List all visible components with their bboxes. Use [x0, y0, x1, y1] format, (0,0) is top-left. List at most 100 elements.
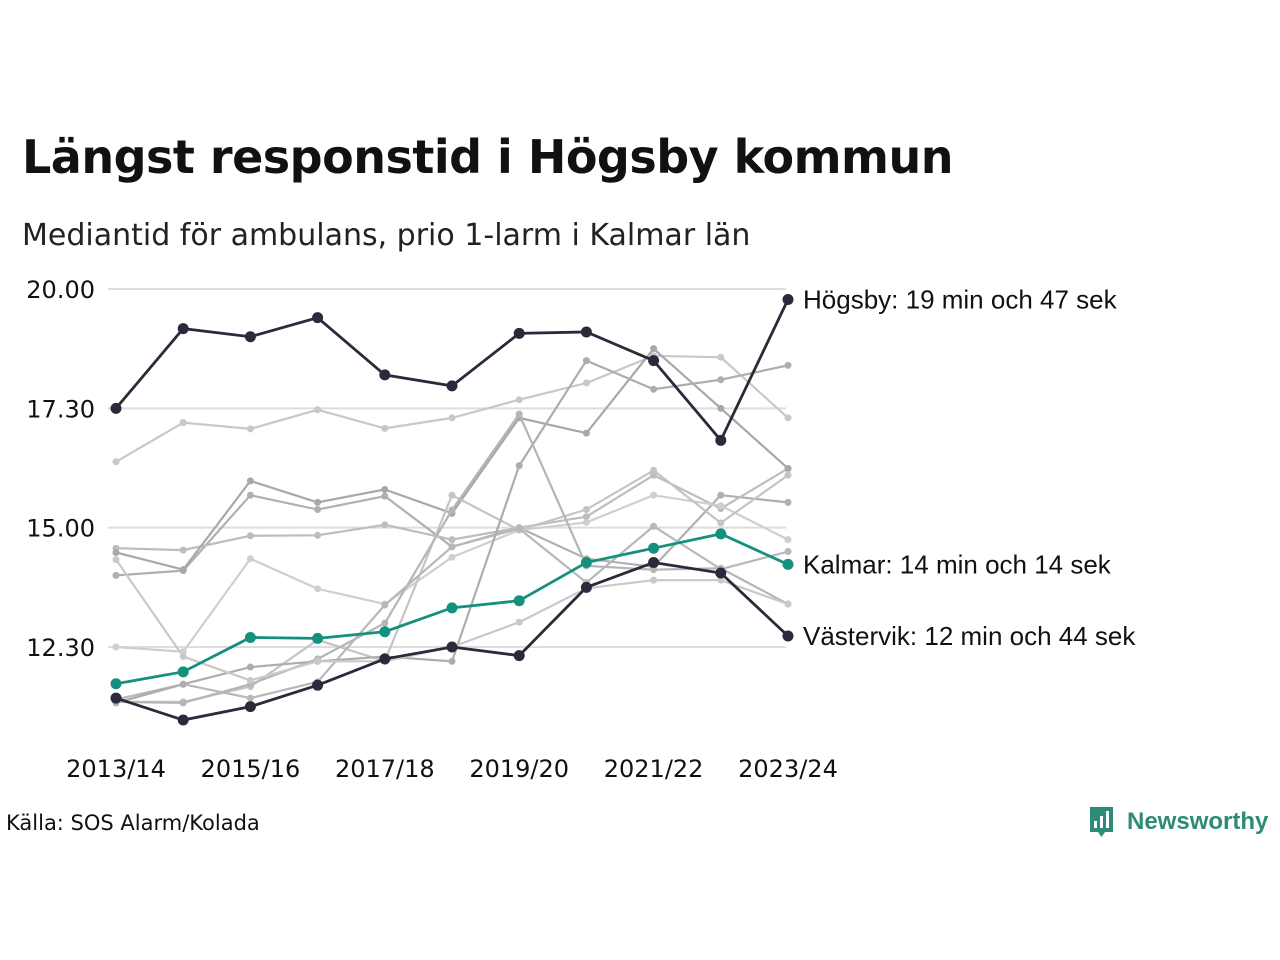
series-point	[515, 525, 523, 533]
series-point	[179, 699, 187, 707]
series-point	[782, 294, 794, 306]
x-axis-tick-labels: 2013/14 2015/16 2017/18 2019/20 2021/22 2023/…	[66, 755, 838, 783]
x-tick-label: 2017/18	[335, 755, 435, 783]
series-point	[381, 601, 389, 609]
y-tick-label: 12.30	[26, 634, 95, 662]
series-point	[717, 404, 725, 412]
series-point	[717, 353, 725, 361]
series-point	[784, 536, 792, 544]
series-point	[110, 692, 122, 704]
series-point	[112, 643, 120, 651]
series-point	[782, 558, 794, 570]
source-note: Källa: SOS Alarm/Kolada	[6, 811, 260, 835]
series-point	[246, 555, 254, 563]
series-point	[717, 576, 725, 584]
series-point	[446, 602, 458, 614]
series-point	[179, 680, 187, 688]
x-tick-label: 2015/16	[201, 755, 301, 783]
series-point	[112, 458, 120, 466]
series-point	[784, 361, 792, 369]
series-point	[650, 466, 658, 474]
series-point	[513, 650, 525, 662]
series-point	[782, 630, 794, 642]
series-point	[648, 557, 660, 569]
series-point	[112, 556, 120, 564]
series-point	[582, 518, 590, 526]
series-point	[244, 331, 256, 343]
series-point	[650, 522, 658, 530]
newsworthy-logo[interactable]: Newsworthy	[1088, 803, 1268, 841]
series-point	[312, 632, 324, 644]
series-point	[648, 355, 660, 367]
series-hogsby	[110, 294, 794, 446]
series-point	[110, 678, 122, 690]
series-point	[246, 491, 254, 499]
series-point	[314, 498, 322, 506]
series-point	[580, 326, 592, 338]
series-point	[715, 528, 727, 540]
series-end-label: Västervik: 12 min och 44 sek	[803, 621, 1136, 651]
chart-title: Längst responstid i Högsby kommun	[22, 130, 953, 184]
series-point	[513, 595, 525, 607]
series-point	[246, 663, 254, 671]
series-point	[582, 379, 590, 387]
series-point	[246, 425, 254, 433]
series-point	[784, 414, 792, 422]
series-point	[650, 566, 658, 574]
series-point	[515, 618, 523, 626]
series-point	[715, 434, 727, 446]
series-point	[515, 396, 523, 404]
series-point	[715, 567, 727, 579]
x-tick-label: 2019/20	[469, 755, 569, 783]
series-point	[246, 676, 254, 684]
series-point	[582, 357, 590, 365]
series-point	[448, 657, 456, 665]
y-tick-label: 15.00	[26, 515, 95, 543]
series-point	[582, 513, 590, 521]
series-point	[784, 600, 792, 608]
series-vastervik	[110, 557, 794, 726]
series-point	[110, 402, 122, 414]
background-series-line	[112, 491, 792, 656]
series-point	[717, 376, 725, 384]
series-point	[246, 532, 254, 540]
chart-subtitle: Mediantid för ambulans, prio 1-larm i Ka…	[22, 218, 751, 253]
series-point	[513, 327, 525, 339]
series-line	[115, 561, 789, 722]
series-end-labels: Högsby: 19 min och 47 sek Kalmar: 14 min …	[803, 285, 1136, 652]
background-series-line	[112, 352, 792, 466]
series-point	[446, 380, 458, 392]
series-point	[448, 506, 456, 514]
series-point	[784, 498, 792, 506]
x-tick-label: 2023/24	[738, 755, 838, 783]
series-point	[381, 485, 389, 493]
series-point	[314, 531, 322, 539]
series-point	[650, 576, 658, 584]
series-point	[784, 464, 792, 472]
series-point	[448, 491, 456, 499]
series-end-label: Kalmar: 14 min och 14 sek	[803, 549, 1112, 579]
series-point	[314, 506, 322, 514]
series-point	[446, 641, 458, 653]
x-tick-label: 2021/22	[604, 755, 704, 783]
series-point	[650, 491, 658, 499]
series-point	[648, 542, 660, 554]
series-point	[381, 521, 389, 529]
series-point	[312, 679, 324, 691]
series-point	[515, 410, 523, 418]
series-point	[515, 462, 523, 470]
series-point	[246, 694, 254, 702]
series-point	[784, 471, 792, 479]
series-kalmar	[110, 528, 794, 690]
series-point	[784, 548, 792, 556]
newsworthy-logo-icon	[1090, 807, 1113, 837]
series-point	[381, 492, 389, 500]
series-point	[448, 553, 456, 561]
series-point	[582, 506, 590, 514]
series-point	[580, 581, 592, 593]
series-point	[177, 323, 189, 335]
series-point	[448, 414, 456, 422]
series-point	[717, 502, 725, 510]
series-point	[112, 548, 120, 556]
